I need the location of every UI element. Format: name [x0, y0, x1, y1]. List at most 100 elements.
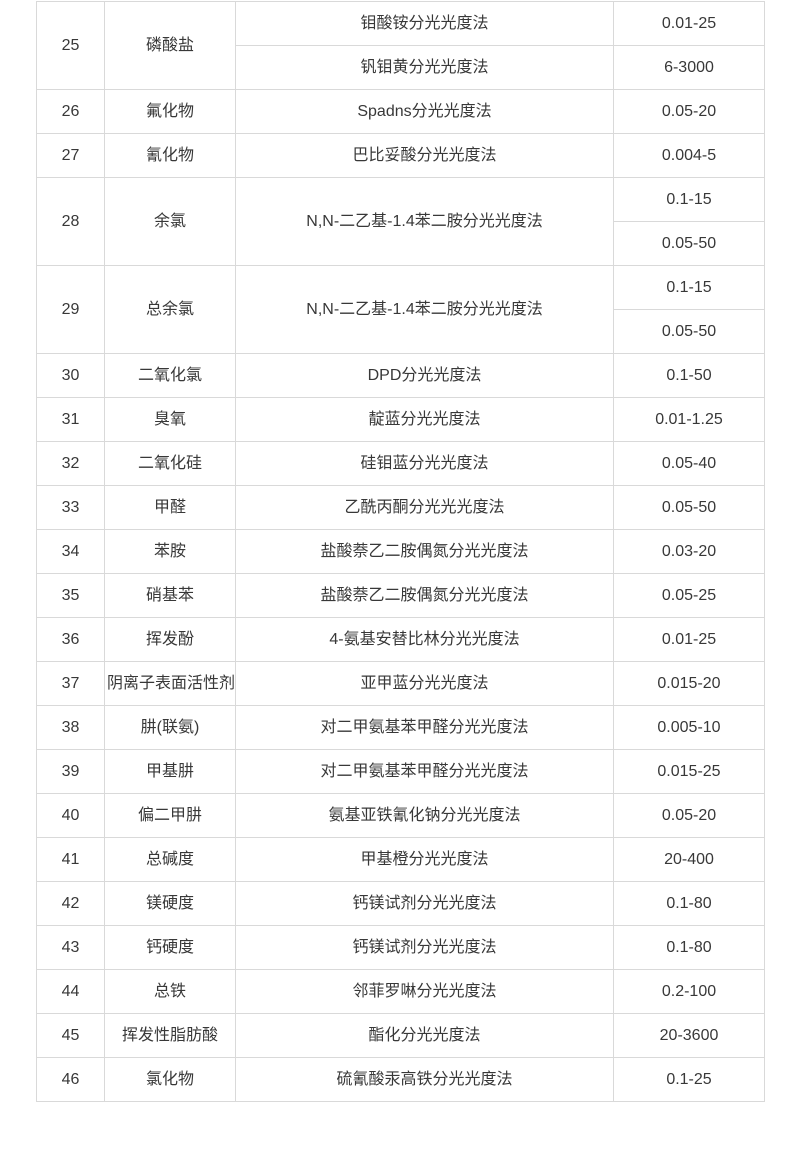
parameter-cell: 氰化物	[104, 133, 236, 178]
method-cell: 钙镁试剂分光光度法	[235, 881, 614, 926]
parameter-cell: 挥发酚	[104, 617, 236, 662]
range-cell: 0.05-50	[613, 485, 765, 530]
method-cell: 硫氰酸汞高铁分光光度法	[235, 1057, 614, 1102]
method-cell: 氨基亚铁氰化钠分光光度法	[235, 793, 614, 838]
row-number-cell: 27	[36, 133, 105, 178]
row-number-cell: 43	[36, 925, 105, 970]
method-cell: N,N-二乙基-1.4苯二胺分光光度法	[235, 177, 614, 266]
row-number-cell: 33	[36, 485, 105, 530]
range-cell: 0.1-80	[613, 925, 765, 970]
table-row: 29 总余氯 N,N-二乙基-1.4苯二胺分光光度法 0.1-15	[36, 265, 765, 354]
row-number-cell: 46	[36, 1057, 105, 1102]
range-cell: 0.05-40	[613, 441, 765, 486]
row-number-cell: 45	[36, 1013, 105, 1058]
parameter-cell: 肼(联氨)	[104, 705, 236, 750]
methods-table: 25 磷酸盐 钼酸铵分光光度法 0.01-25 钒钼黄分光光度法 6-3000 …	[36, 1, 765, 1102]
range-cell: 0.004-5	[613, 133, 765, 178]
range-cell: 0.05-20	[613, 89, 765, 134]
range-cell: 0.05-25	[613, 573, 765, 618]
table-row: 43 钙硬度 钙镁试剂分光光度法 0.1-80	[36, 925, 765, 970]
table-subrow: 0.05-50	[37, 309, 765, 354]
range-cell: 0.1-50	[613, 353, 765, 398]
range-cell: 0.015-25	[613, 749, 765, 794]
parameter-cell: 总余氯	[104, 265, 236, 354]
method-cell: 4-氨基安替比林分光光度法	[235, 617, 614, 662]
parameter-cell: 氯化物	[104, 1057, 236, 1102]
table-row: 36 挥发酚 4-氨基安替比林分光光度法 0.01-25	[36, 617, 765, 662]
range-cell: 0.05-50	[613, 221, 765, 266]
row-number-cell: 31	[36, 397, 105, 442]
range-cell: 0.01-25	[613, 617, 765, 662]
range-cell: 0.1-25	[613, 1057, 765, 1102]
method-cell: 钙镁试剂分光光度法	[235, 925, 614, 970]
table-row: 31 臭氧 靛蓝分光光度法 0.01-1.25	[36, 397, 765, 442]
method-cell: 钼酸铵分光光度法	[235, 1, 614, 46]
table-subrow: 钒钼黄分光光度法 6-3000	[37, 45, 765, 90]
table-row: 34 苯胺 盐酸萘乙二胺偶氮分光光度法 0.03-20	[36, 529, 765, 574]
method-cell: DPD分光光度法	[235, 353, 614, 398]
table-row: 41 总碱度 甲基橙分光光度法 20-400	[36, 837, 765, 882]
range-cell: 0.01-1.25	[613, 397, 765, 442]
row-number-cell: 39	[36, 749, 105, 794]
method-cell: 盐酸萘乙二胺偶氮分光光度法	[235, 529, 614, 574]
range-cell: 0.05-20	[613, 793, 765, 838]
parameter-cell: 偏二甲肼	[104, 793, 236, 838]
method-cell: 邻菲罗啉分光光度法	[235, 969, 614, 1014]
table-row: 25 磷酸盐 钼酸铵分光光度法 0.01-25	[36, 1, 765, 90]
table-row: 26 氟化物 Spadns分光光度法 0.05-20	[36, 89, 765, 134]
table-row: 33 甲醛 乙酰丙酮分光光光度法 0.05-50	[36, 485, 765, 530]
parameter-cell: 甲醛	[104, 485, 236, 530]
table-row: 45 挥发性脂肪酸 酯化分光光度法 20-3600	[36, 1013, 765, 1058]
table-row: 40 偏二甲肼 氨基亚铁氰化钠分光光度法 0.05-20	[36, 793, 765, 838]
method-cell: 酯化分光光度法	[235, 1013, 614, 1058]
table-row: 44 总铁 邻菲罗啉分光光度法 0.2-100	[36, 969, 765, 1014]
parameter-cell: 总铁	[104, 969, 236, 1014]
row-number-cell: 42	[36, 881, 105, 926]
parameter-cell: 臭氧	[104, 397, 236, 442]
parameter-cell: 苯胺	[104, 529, 236, 574]
table-row: 37 阴离子表面活性剂 亚甲蓝分光光度法 0.015-20	[36, 661, 765, 706]
table-row: 28 余氯 N,N-二乙基-1.4苯二胺分光光度法 0.1-15	[36, 177, 765, 266]
table-row: 38 肼(联氨) 对二甲氨基苯甲醛分光光度法 0.005-10	[36, 705, 765, 750]
parameter-cell: 甲基肼	[104, 749, 236, 794]
range-cell: 0.03-20	[613, 529, 765, 574]
method-cell: 靛蓝分光光度法	[235, 397, 614, 442]
parameter-cell: 硝基苯	[104, 573, 236, 618]
range-cell: 20-3600	[613, 1013, 765, 1058]
table-row: 32 二氧化硅 硅钼蓝分光光度法 0.05-40	[36, 441, 765, 486]
range-cell: 0.1-15	[613, 177, 765, 222]
row-number-cell: 35	[36, 573, 105, 618]
parameter-cell: 挥发性脂肪酸	[104, 1013, 236, 1058]
method-cell: 盐酸萘乙二胺偶氮分光光度法	[235, 573, 614, 618]
row-number-cell: 40	[36, 793, 105, 838]
method-cell: 甲基橙分光光度法	[235, 837, 614, 882]
parameter-cell: 总碱度	[104, 837, 236, 882]
parameter-cell: 余氯	[104, 177, 236, 266]
table-row: 27 氰化物 巴比妥酸分光光度法 0.004-5	[36, 133, 765, 178]
row-number-cell: 36	[36, 617, 105, 662]
parameter-cell: 钙硬度	[104, 925, 236, 970]
range-cell: 0.1-15	[613, 265, 765, 310]
row-number-cell: 37	[36, 661, 105, 706]
range-cell: 0.05-50	[613, 309, 765, 354]
parameter-cell: 磷酸盐	[104, 1, 236, 90]
table-row: 42 镁硬度 钙镁试剂分光光度法 0.1-80	[36, 881, 765, 926]
method-cell: 对二甲氨基苯甲醛分光光度法	[235, 749, 614, 794]
table-row: 30 二氧化氯 DPD分光光度法 0.1-50	[36, 353, 765, 398]
method-cell: 硅钼蓝分光光度法	[235, 441, 614, 486]
row-number-cell: 38	[36, 705, 105, 750]
row-number-cell: 34	[36, 529, 105, 574]
method-cell: 亚甲蓝分光光度法	[235, 661, 614, 706]
method-cell: 对二甲氨基苯甲醛分光光度法	[235, 705, 614, 750]
parameter-cell: 阴离子表面活性剂	[104, 661, 236, 706]
method-cell: 钒钼黄分光光度法	[235, 45, 614, 90]
row-number-cell: 30	[36, 353, 105, 398]
range-cell: 20-400	[613, 837, 765, 882]
parameter-cell: 镁硬度	[104, 881, 236, 926]
range-cell: 0.015-20	[613, 661, 765, 706]
method-cell: 乙酰丙酮分光光光度法	[235, 485, 614, 530]
method-cell: N,N-二乙基-1.4苯二胺分光光度法	[235, 265, 614, 354]
row-number-cell: 29	[36, 265, 105, 354]
range-cell: 0.1-80	[613, 881, 765, 926]
